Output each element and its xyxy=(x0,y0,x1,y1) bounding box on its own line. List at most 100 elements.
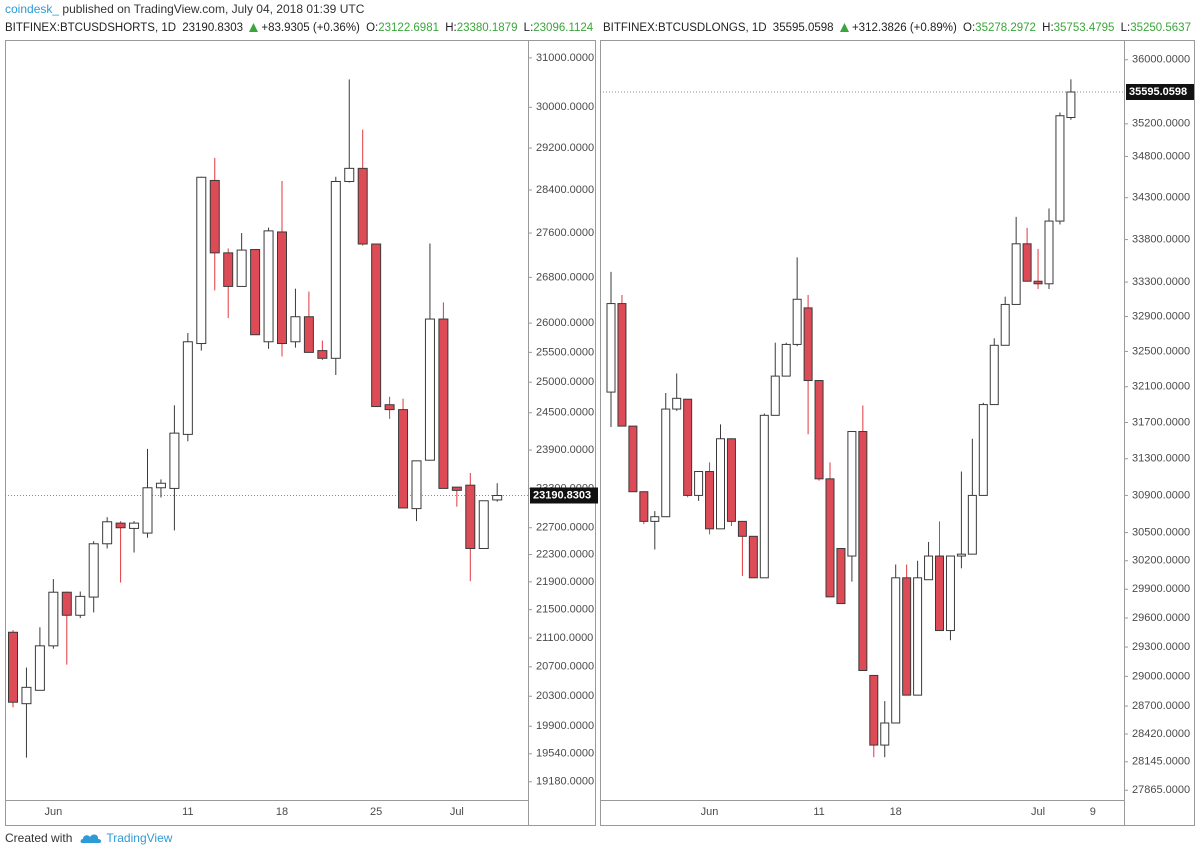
x-tick-label: Jun xyxy=(44,806,62,818)
price-label-bg xyxy=(530,487,598,504)
candle-body xyxy=(263,230,274,343)
price-label: 23190.8303 xyxy=(533,489,591,501)
open-value: 35278.2972 xyxy=(975,22,1036,34)
candle-body xyxy=(1055,115,1065,222)
y-tick-label: 19900.0000 xyxy=(536,720,594,732)
candle-body xyxy=(924,555,934,581)
tv-logo xyxy=(80,834,102,843)
candle-body xyxy=(357,167,368,245)
candle-body xyxy=(967,494,977,555)
last-price: 23190.8303 xyxy=(182,22,244,34)
candle-body xyxy=(716,438,725,530)
candle-body xyxy=(250,249,261,336)
candle-body xyxy=(75,595,86,616)
y-tick-label: 22700.0000 xyxy=(536,522,594,534)
candle-body xyxy=(1000,303,1010,346)
publish-line: coindesk_ published on TradingView.com, … xyxy=(5,2,364,16)
y-tick-label: 21100.0000 xyxy=(536,632,593,644)
author[interactable]: coindesk_ xyxy=(5,2,60,16)
candle-body xyxy=(792,298,802,345)
change: +83.9305 (+0.36%) xyxy=(261,22,360,34)
footer: Created with TradingView xyxy=(5,826,172,850)
candle-body xyxy=(683,398,693,496)
candle-body xyxy=(317,350,328,359)
candle-body xyxy=(424,318,435,461)
candle-body xyxy=(726,438,736,522)
candle-body xyxy=(825,478,835,598)
y-tick-label: 34300.0000 xyxy=(1132,192,1190,204)
candle-body xyxy=(411,460,422,510)
candle-body xyxy=(628,425,638,493)
y-tick-label: 32500.0000 xyxy=(1132,345,1190,357)
candle-body xyxy=(209,179,220,254)
low-label: L: xyxy=(523,22,534,34)
symbol: BITFINEX:BTCUSDSHORTS, 1D xyxy=(5,22,177,34)
candle-body xyxy=(196,176,207,345)
y-tick-label: 36000.0000 xyxy=(1132,54,1190,66)
x-tick-label: Jun xyxy=(701,806,719,818)
candle-body xyxy=(492,494,503,501)
y-tick-label: 29600.0000 xyxy=(1132,612,1190,624)
open-label: O: xyxy=(366,22,379,34)
last-price: 35595.0598 xyxy=(772,22,834,34)
open-label: O: xyxy=(963,22,976,34)
y-tick-label: 20700.0000 xyxy=(536,661,594,673)
candle-body xyxy=(384,404,395,411)
y-tick-label: 27865.0000 xyxy=(1132,784,1190,796)
panel-border xyxy=(600,40,1195,826)
candle-body xyxy=(277,231,287,345)
y-tick-label: 29000.0000 xyxy=(1132,670,1190,682)
y-tick-label: 25500.0000 xyxy=(536,346,594,358)
y-tick-label: 23900.0000 xyxy=(536,444,594,456)
candle-body xyxy=(606,303,616,393)
tv-brand[interactable]: TradingView xyxy=(106,831,173,845)
candle-body xyxy=(1066,91,1076,118)
y-tick-label: 20300.0000 xyxy=(536,690,594,702)
candle-body xyxy=(115,522,126,529)
low-label: L: xyxy=(1120,22,1131,34)
candle-body xyxy=(935,555,944,632)
price-label: 35595.0598 xyxy=(1129,86,1187,98)
x-tick-label: 11 xyxy=(182,806,193,818)
x-tick-label: Jul xyxy=(1031,806,1045,818)
symbol: BITFINEX:BTCUSDLONGS, 1D xyxy=(603,22,767,34)
y-tick-label: 21500.0000 xyxy=(536,604,594,616)
x-tick-label: 18 xyxy=(276,806,288,818)
candle-body xyxy=(956,553,966,557)
y-tick-label: 28700.0000 xyxy=(1132,700,1190,712)
quote-row: BITFINEX:BTCUSDLONGS, 1D 35595.0598 +312… xyxy=(603,22,1194,34)
candle-body xyxy=(913,577,923,696)
x-tick-label: 18 xyxy=(890,806,902,818)
y-tick-label: 27600.0000 xyxy=(536,227,594,239)
candle-body xyxy=(672,397,682,410)
y-tick-label: 33300.0000 xyxy=(1132,276,1190,288)
candle-body xyxy=(748,535,758,579)
candle-body xyxy=(223,252,234,287)
candle-body xyxy=(945,555,955,632)
candle-body xyxy=(858,431,868,672)
y-tick-label: 31300.0000 xyxy=(1132,453,1190,465)
y-tick-label: 31700.0000 xyxy=(1132,416,1190,428)
candle-body xyxy=(705,471,715,530)
candle-body xyxy=(770,375,780,416)
candle-body xyxy=(155,482,166,489)
candle-body xyxy=(759,414,769,579)
up-arrow xyxy=(249,23,259,32)
candle-body xyxy=(847,431,857,557)
candle-body xyxy=(836,548,846,605)
y-tick-label: 30200.0000 xyxy=(1132,555,1190,567)
candle-body xyxy=(617,303,627,427)
candle-body xyxy=(869,674,879,746)
candle-body xyxy=(814,380,824,480)
candle-body xyxy=(303,316,314,353)
charts: 31000.0000 30000.0000 29200.0000 28400.0000… xyxy=(5,40,1195,826)
candle-body xyxy=(902,577,912,696)
candle-body xyxy=(451,486,462,491)
x-tick-label: Jul xyxy=(450,806,464,818)
candle-body xyxy=(236,249,247,287)
candle-body xyxy=(330,180,341,359)
candle-body xyxy=(1033,280,1043,285)
candle-body xyxy=(102,521,113,545)
y-tick-label: 28420.0000 xyxy=(1132,728,1190,740)
candle-body xyxy=(1011,243,1021,305)
